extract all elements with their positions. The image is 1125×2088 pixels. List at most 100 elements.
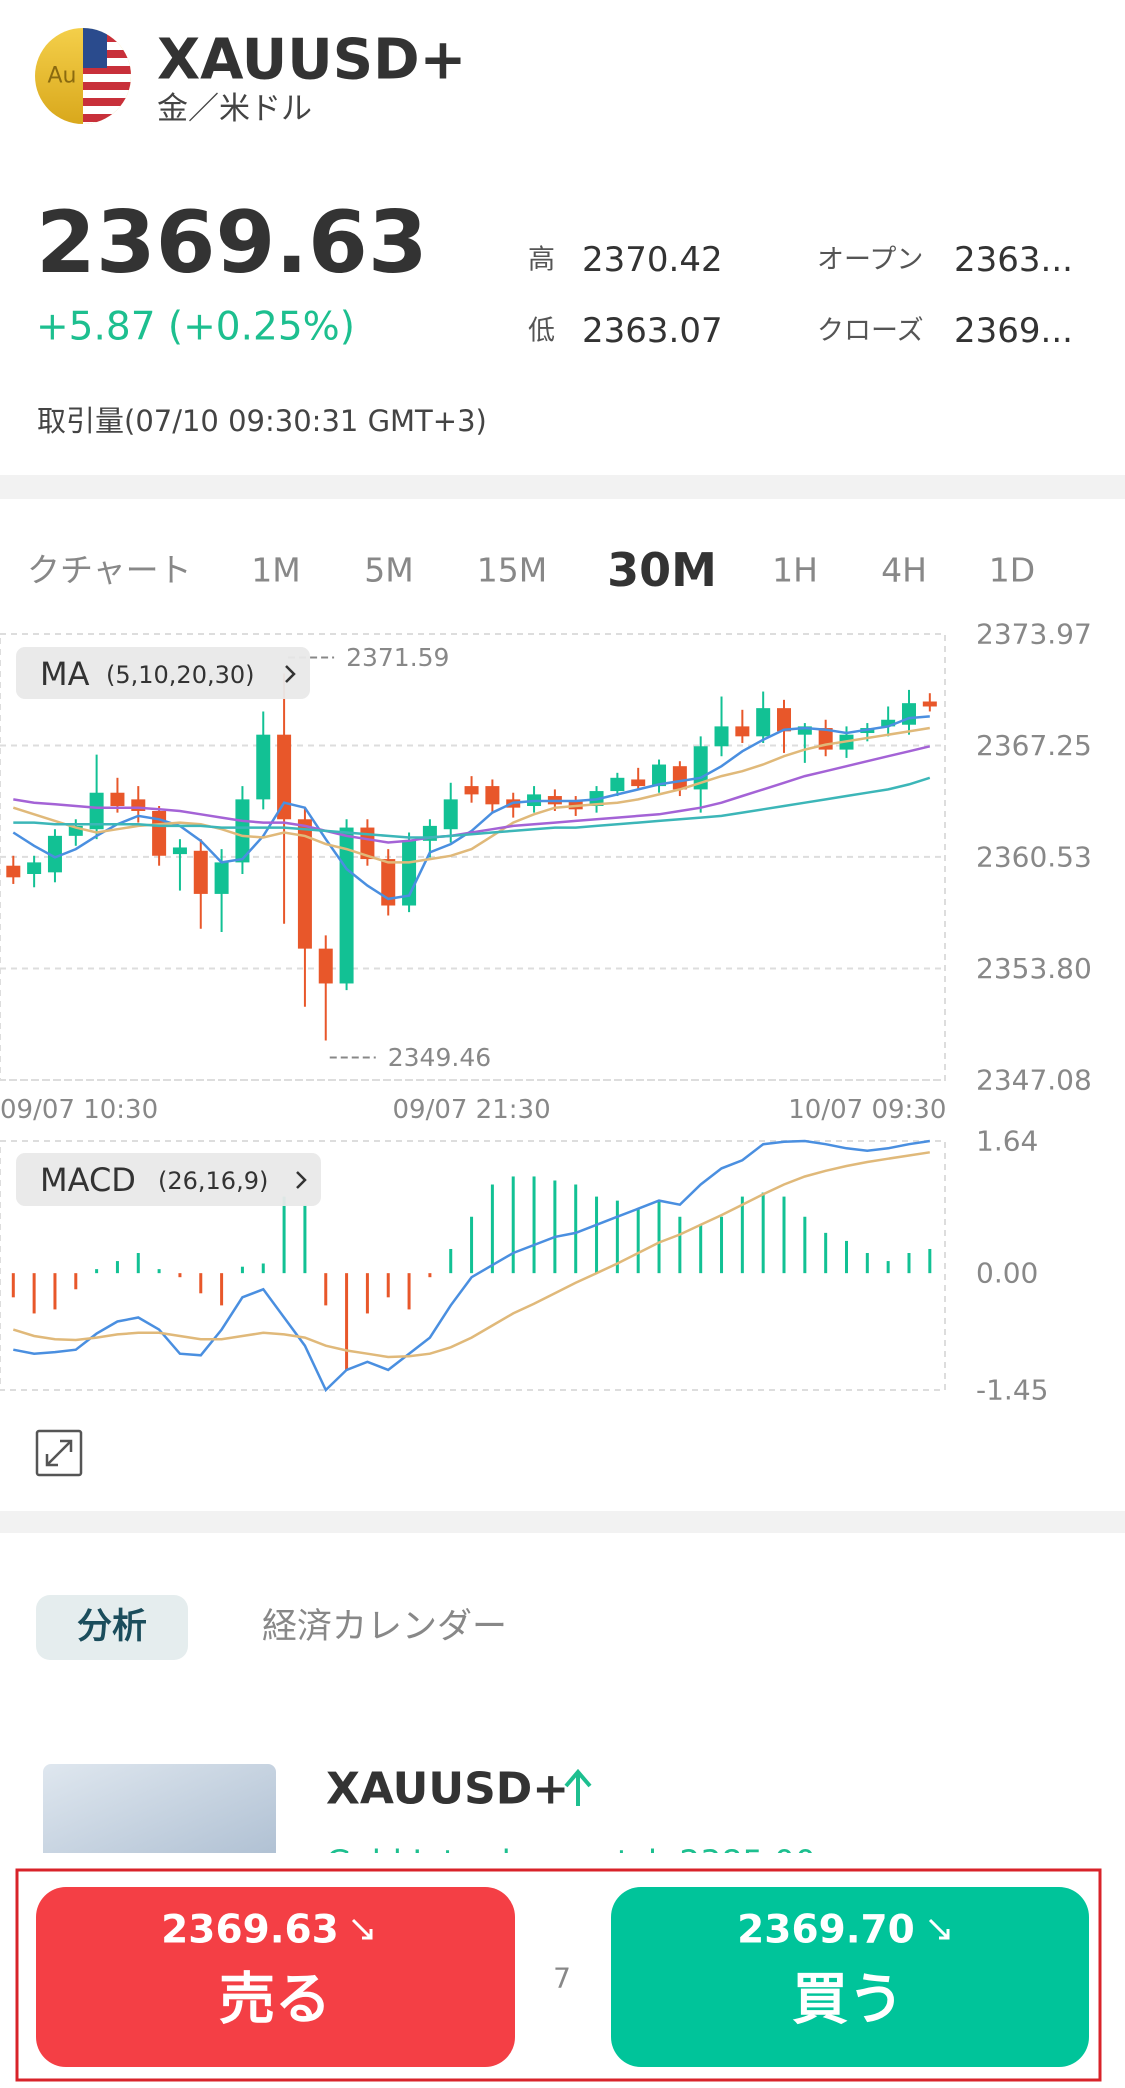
indicator-box[interactable] [16, 647, 310, 699]
y-tick-label: 2353.80 [976, 952, 1092, 985]
buy-button[interactable] [611, 1887, 1089, 2067]
macd-bar [574, 1184, 578, 1274]
macd-bar [240, 1266, 244, 1274]
timeframe-tab[interactable]: 15M [477, 551, 547, 590]
macd-bar [95, 1269, 99, 1274]
expand-icon[interactable] [35, 1429, 83, 1477]
buy-label: 買う [792, 1968, 904, 2033]
macd-bar [657, 1200, 661, 1274]
macd-bar [553, 1180, 557, 1274]
candle-body [152, 810, 167, 856]
macd-bar [53, 1273, 57, 1310]
timeframe-tab[interactable]: 5M [364, 551, 413, 590]
macd-bar [907, 1253, 911, 1274]
macd-bar [636, 1208, 640, 1274]
macd-bar [720, 1216, 724, 1274]
separator [0, 1511, 1125, 1533]
article-image [43, 1764, 276, 1864]
macd-bar [699, 1224, 703, 1274]
candle-body [443, 799, 458, 830]
stat-label: クローズ [817, 316, 924, 347]
indicator-line [12, 1151, 930, 1359]
y-tick-label: -1.45 [976, 1374, 1048, 1407]
analysis-tab[interactable]: 経済カレンダー [262, 1607, 507, 1647]
macd-bar [886, 1261, 890, 1274]
candle-body [631, 779, 646, 787]
timeframe-tabs: クチャート 1M 5M 15M 30M 1H 4H 1D [27, 543, 1035, 597]
indicator-line [13, 745, 931, 844]
timeframe-tab[interactable]: 1H [772, 551, 818, 590]
candle-body [485, 786, 500, 805]
timeframe-tab[interactable]: 1M [251, 551, 300, 590]
timeframe-tab[interactable]: 4H [881, 551, 927, 590]
candle-body [339, 827, 354, 984]
macd-bar [324, 1273, 328, 1306]
macd-bar [220, 1273, 224, 1306]
chevron [285, 665, 296, 683]
candle-body [47, 835, 62, 873]
y-tick-label: 2347.08 [976, 1064, 1092, 1097]
candle-body [277, 734, 292, 820]
y-tick-label: 1.64 [976, 1125, 1038, 1158]
candle-body [6, 865, 21, 878]
macd-bar [407, 1273, 411, 1310]
candle-body [922, 701, 937, 707]
trend-icon [351, 1918, 373, 1940]
macd-bar [824, 1232, 828, 1274]
x-tick-label: 10/07 09:30 [788, 1095, 946, 1125]
x-tick-label: 09/07 21:30 [392, 1095, 550, 1125]
candle-body [901, 703, 916, 725]
timeframe-tab[interactable]: クチャート [27, 551, 192, 590]
macd-bar [11, 1273, 15, 1298]
indicator-label: MACD [40, 1161, 136, 1199]
timeframe-tab[interactable]: 30M [607, 543, 717, 597]
indicator-line [13, 776, 931, 839]
macd-bar [740, 1196, 744, 1274]
stat-label: 低 [528, 316, 555, 347]
candle-body [881, 719, 896, 727]
indicator-params: (5,10,20,30) [106, 661, 255, 689]
y-tick-label: 2367.25 [976, 729, 1092, 762]
stat-value: 2363... [954, 240, 1073, 280]
candle-body [756, 708, 771, 737]
macd-bar [178, 1273, 182, 1278]
spread: 7 [553, 1962, 571, 1995]
macd-bar [928, 1248, 932, 1274]
candle-body [464, 786, 479, 795]
macd-bar [115, 1261, 119, 1274]
icon-text: Au [48, 64, 77, 89]
macd-bar [449, 1248, 453, 1274]
article-title[interactable]: XAUUSD+ [326, 1764, 569, 1815]
macd-bar [74, 1273, 78, 1290]
macd-bar [803, 1216, 807, 1274]
macd-bar [365, 1273, 369, 1314]
macd-bar [199, 1273, 203, 1294]
macd-bar [865, 1253, 869, 1274]
indicator-label: MA [40, 655, 90, 693]
sell-button[interactable] [36, 1887, 515, 2067]
analysis-tab[interactable]: 分析 [77, 1607, 147, 1647]
candle-body [172, 847, 187, 855]
candle-body [256, 734, 271, 800]
indicator-params: (26,16,9) [158, 1167, 268, 1195]
timeframe-tab[interactable]: 1D [989, 551, 1035, 590]
y-tick-label: 0.00 [976, 1257, 1038, 1290]
candle-body [652, 764, 667, 787]
indicator-line [13, 1139, 930, 1393]
tab-pill[interactable] [36, 1595, 188, 1660]
macd-bar [157, 1269, 161, 1274]
indicator-box[interactable] [16, 1153, 321, 1206]
candle-body [777, 708, 792, 732]
candle-body [297, 819, 312, 949]
price-annotation: 2371.59 [346, 643, 449, 672]
macd-bar [595, 1196, 599, 1274]
macd-bar [345, 1273, 349, 1370]
chart-frame [0, 1140, 946, 1391]
macd-bar [511, 1176, 515, 1274]
price: 2369.63 [36, 193, 428, 293]
macd-bar [261, 1263, 265, 1274]
stat-value: 2370.42 [582, 240, 723, 280]
candle-body [735, 726, 750, 737]
highlight-box [15, 1868, 1102, 2082]
